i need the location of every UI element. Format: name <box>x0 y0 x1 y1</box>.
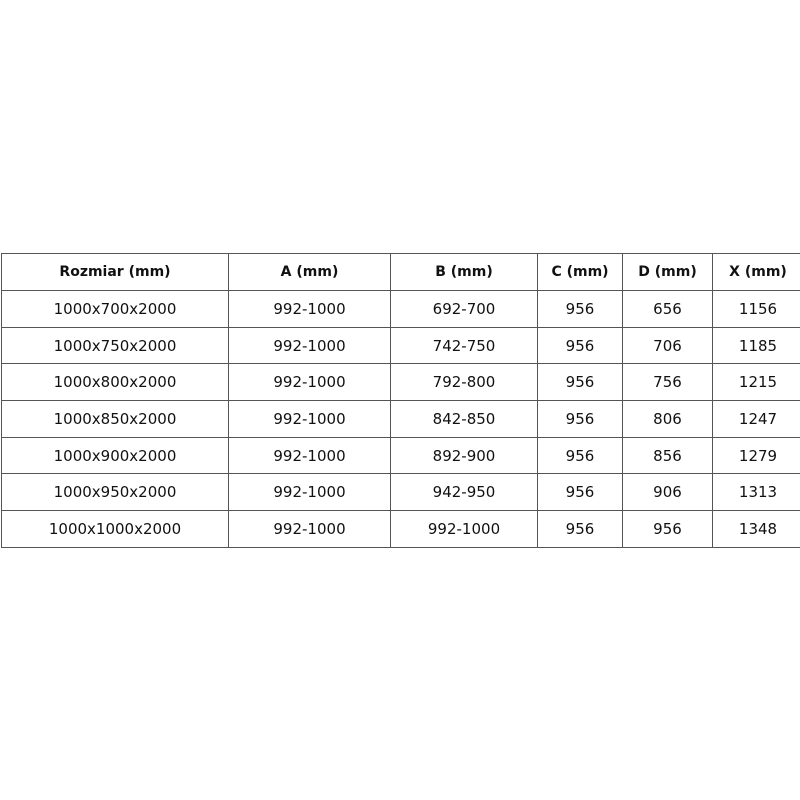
cell-a: 992-1000 <box>228 290 391 328</box>
table-row: 1000x800x2000 992-1000 792-800 956 756 1215 <box>1 363 800 402</box>
column-header-a: A (mm) <box>228 253 391 291</box>
cell-size: 1000x950x2000 <box>1 473 229 512</box>
cell-d: 756 <box>622 363 713 402</box>
cell-x: 1247 <box>712 400 800 438</box>
cell-x: 1313 <box>712 473 800 512</box>
cell-size: 1000x900x2000 <box>1 436 229 475</box>
column-header-c: C (mm) <box>537 253 623 291</box>
cell-x: 1215 <box>712 363 800 402</box>
cell-d: 656 <box>622 290 713 328</box>
cell-x: 1156 <box>712 290 800 328</box>
header-row: Rozmiar (mm) A (mm) B (mm) C (mm) D (mm) X (m… <box>1 253 800 291</box>
cell-size: 1000x800x2000 <box>1 363 229 402</box>
cell-b: 742-750 <box>390 326 538 365</box>
cell-d: 906 <box>622 473 713 512</box>
cell-c: 956 <box>537 510 623 548</box>
table-row: 1000x950x2000 992-1000 942-950 956 906 1313 <box>1 473 800 512</box>
cell-d: 706 <box>622 326 713 365</box>
cell-d: 806 <box>622 400 713 438</box>
cell-c: 956 <box>537 326 623 365</box>
cell-size: 1000x750x2000 <box>1 326 229 365</box>
cell-a: 992-1000 <box>228 326 391 365</box>
cell-x: 1185 <box>712 326 800 365</box>
table-row: 1000x850x2000 992-1000 842-850 956 806 1247 <box>1 400 800 438</box>
column-header-size: Rozmiar (mm) <box>1 253 229 291</box>
table-row: 1000x700x2000 992-1000 692-700 956 656 1156 <box>1 290 800 328</box>
cell-d: 956 <box>622 510 713 548</box>
cell-c: 956 <box>537 290 623 328</box>
cell-d: 856 <box>622 436 713 475</box>
cell-b: 842-850 <box>390 400 538 438</box>
cell-c: 956 <box>537 363 623 402</box>
column-header-d: D (mm) <box>622 253 713 291</box>
cell-b: 992-1000 <box>390 510 538 548</box>
cell-c: 956 <box>537 436 623 475</box>
cell-b: 892-900 <box>390 436 538 475</box>
cell-a: 992-1000 <box>228 436 391 475</box>
cell-x: 1279 <box>712 436 800 475</box>
cell-b: 692-700 <box>390 290 538 328</box>
cell-a: 992-1000 <box>228 510 391 548</box>
cell-a: 992-1000 <box>228 473 391 512</box>
cell-size: 1000x700x2000 <box>1 290 229 328</box>
cell-a: 992-1000 <box>228 363 391 402</box>
cell-b: 942-950 <box>390 473 538 512</box>
table-body: 1000x700x2000 992-1000 692-700 956 656 1156 10… <box>1 290 800 548</box>
cell-c: 956 <box>537 400 623 438</box>
cell-b: 792-800 <box>390 363 538 402</box>
table-row: 1000x750x2000 992-1000 742-750 956 706 1185 <box>1 326 800 365</box>
cell-x: 1348 <box>712 510 800 548</box>
cell-size: 1000x1000x2000 <box>1 510 229 548</box>
cell-c: 956 <box>537 473 623 512</box>
dimensions-table: Rozmiar (mm) A (mm) B (mm) C (mm) D (mm) X (m… <box>1 253 800 548</box>
cell-a: 992-1000 <box>228 400 391 438</box>
column-header-b: B (mm) <box>390 253 538 291</box>
table-row: 1000x1000x2000 992-1000 992-1000 956 956 1348 <box>1 510 800 548</box>
cell-size: 1000x850x2000 <box>1 400 229 438</box>
column-header-x: X (mm) <box>712 253 800 291</box>
table-row: 1000x900x2000 992-1000 892-900 956 856 1279 <box>1 436 800 475</box>
